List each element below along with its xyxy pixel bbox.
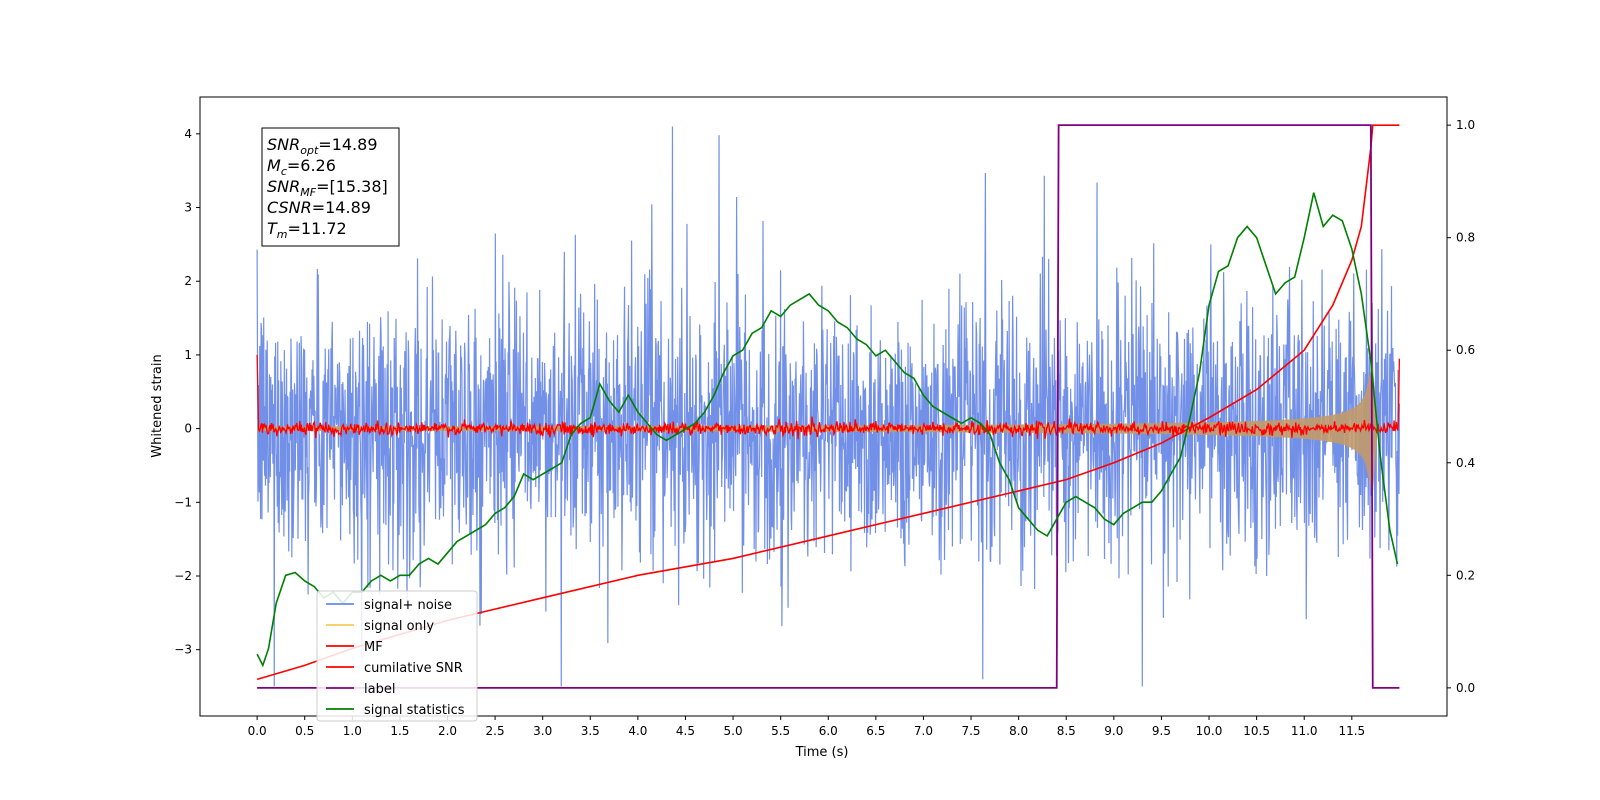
plot-area	[256, 124, 1401, 689]
legend-label: label	[364, 682, 395, 697]
annotation-line: Mc=6.26	[267, 156, 336, 178]
x-tick-label: 4.0	[628, 724, 647, 738]
annotation-line: SNRopt=14.89	[267, 135, 378, 157]
y-axis-right: 1.0 0.8 0.6 0.4 0.2 0.0	[1447, 118, 1475, 695]
y-right-tick-label: 0.6	[1456, 343, 1475, 357]
y-right-tick-label: 0.2	[1456, 568, 1475, 582]
x-tick-label: 10.0	[1196, 724, 1223, 738]
x-axis-label: Time (s)	[795, 745, 849, 760]
x-tick-label: 3.5	[581, 724, 600, 738]
y-right-tick-label: 1.0	[1456, 118, 1475, 132]
legend: signal+ noise signal only MF cumilative SNR…	[316, 590, 478, 722]
y-left-tick-label: −1	[174, 495, 192, 509]
x-tick-label: 1.5	[390, 724, 409, 738]
y-right-tick-label: 0.8	[1456, 231, 1475, 245]
x-tick-label: 1.0	[343, 724, 362, 738]
x-tick-label: 7.5	[961, 724, 980, 738]
axes-frame	[199, 96, 1448, 717]
x-tick-label: 11.0	[1291, 724, 1318, 738]
cumulative-snr-line	[256, 124, 1400, 681]
x-tick-label: 0.5	[295, 724, 314, 738]
y-left-tick-label: −2	[174, 569, 192, 583]
y-right-tick-label: 0.0	[1456, 681, 1475, 695]
x-tick-label: 4.5	[676, 724, 695, 738]
legend-label: signal only	[364, 619, 434, 634]
x-tick-label: 9.0	[1104, 724, 1123, 738]
mf-line	[256, 354, 1401, 440]
annotation-line: Tm=11.72	[267, 219, 347, 241]
x-tick-label: 3.0	[533, 724, 552, 738]
y-left-tick-label: 3	[184, 201, 192, 215]
x-tick-label: 0.0	[248, 724, 267, 738]
annotation-box: SNRopt=14.89Mc=6.26SNRMF=[15.38]CSNR=14.…	[261, 127, 400, 247]
legend-label: MF	[364, 640, 383, 655]
y-left-tick-label: 2	[184, 274, 192, 288]
x-axis: 0.0 0.5 1.0 1.5 2.0 2.5 3.0 3.5 4.0 4.5 5.0 5.5 6.0 6…	[248, 716, 1365, 738]
label-line	[257, 124, 1400, 689]
x-tick-label: 6.0	[819, 724, 838, 738]
legend-frame	[316, 590, 478, 722]
legend-label: cumilative SNR	[364, 661, 463, 676]
annotation-frame	[261, 127, 400, 247]
x-tick-label: 9.5	[1152, 724, 1171, 738]
y-left-tick-label: 0	[184, 422, 192, 436]
legend-label: signal statistics	[364, 703, 465, 718]
x-tick-label: 6.5	[866, 724, 885, 738]
x-tick-label: 5.0	[724, 724, 743, 738]
y-left-tick-label: 1	[184, 348, 192, 362]
x-tick-label: 11.5	[1338, 724, 1365, 738]
y-left-tick-label: −3	[174, 643, 192, 657]
signal-statistics-line	[256, 192, 1399, 668]
x-tick-label: 7.0	[914, 724, 933, 738]
annotation-line: SNRMF=[15.38]	[267, 177, 388, 199]
x-tick-label: 10.5	[1243, 724, 1270, 738]
legend-label: signal+ noise	[364, 598, 452, 613]
x-tick-label: 8.0	[1009, 724, 1028, 738]
signal-only-envelope	[257, 362, 1378, 495]
signal-plus-noise-line	[256, 126, 1400, 687]
annotation-line: CSNR=14.89	[267, 198, 371, 217]
y-axis-left: 4 3 2 1 0 −1 −2 −3	[174, 127, 200, 657]
y-left-tick-label: 4	[184, 127, 192, 141]
x-tick-label: 2.5	[486, 724, 505, 738]
x-tick-label: 5.5	[771, 724, 790, 738]
y-axis-label-left: Whitened strain	[150, 354, 165, 457]
y-right-tick-label: 0.4	[1456, 456, 1475, 470]
x-tick-label: 8.5	[1057, 724, 1076, 738]
x-tick-label: 2.0	[438, 724, 457, 738]
